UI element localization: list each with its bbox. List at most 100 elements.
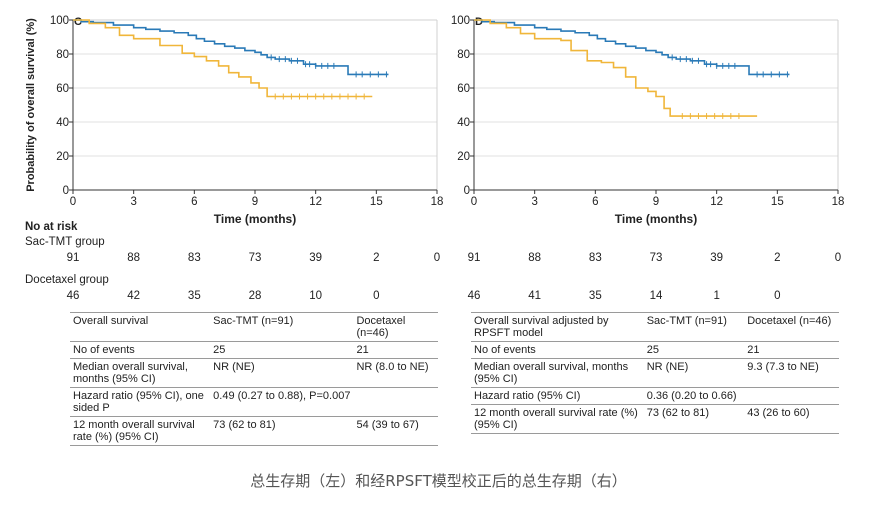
- table-cell: 25: [643, 341, 745, 359]
- y-tick-label: 80: [56, 49, 69, 61]
- table-row: 12 month overall survival rate (%) (95% …: [70, 416, 438, 446]
- table-cell: [353, 387, 438, 417]
- table-row: Hazard ratio (95% CI), one sided P 0.49 (…: [70, 387, 438, 417]
- risk-doc-label: Docetaxel group: [25, 274, 109, 286]
- risk-count: 88: [528, 252, 542, 264]
- survival-curve-sac-tmt: [474, 19, 790, 76]
- table-cell: [744, 387, 839, 405]
- risk-count: 46: [467, 290, 481, 302]
- risk-count: 1: [713, 290, 720, 302]
- risk-count: 42: [127, 290, 141, 302]
- table-cell: Sac-TMT (n=91): [643, 312, 745, 342]
- risk-count: 83: [588, 252, 602, 264]
- risk-count: 46: [66, 290, 80, 302]
- y-tick-label: 40: [56, 117, 69, 129]
- x-tick-label: 0: [70, 196, 76, 208]
- y-tick-label: 60: [457, 83, 470, 95]
- risk-count: 88: [127, 252, 141, 264]
- risk-count: 91: [467, 252, 481, 264]
- table-cell: 21: [353, 341, 438, 359]
- x-tick-label: 3: [130, 196, 136, 208]
- table-cell: NR (NE): [643, 358, 745, 388]
- y-tick-label: 100: [451, 15, 470, 27]
- y-tick-label: 100: [50, 15, 69, 27]
- x-tick-label: 12: [309, 196, 322, 208]
- table-row: Median overall survival, months (95% CI)…: [471, 358, 839, 388]
- table-cell: 12 month overall survival rate (%) (95% …: [70, 416, 211, 446]
- stats-table-right: Overall survival adjusted by RPSFT model…: [471, 312, 839, 434]
- table-cell: Overall survival adjusted by RPSFT model: [471, 312, 644, 342]
- risk-count: 39: [309, 252, 323, 264]
- x-tick-label: 15: [771, 196, 784, 208]
- table-cell: 21: [744, 341, 839, 359]
- x-tick-label: 9: [653, 196, 659, 208]
- x-axis-label: Time (months): [615, 212, 697, 226]
- table-row: No of events 25 21: [70, 341, 438, 359]
- panel-label: C: [74, 16, 82, 28]
- table-cell: Hazard ratio (95% CI): [471, 387, 644, 405]
- stats-table-left: Overall survival Sac-TMT (n=91) Docetaxel …: [70, 312, 438, 446]
- risk-count: 14: [649, 290, 663, 302]
- table-row: Hazard ratio (95% CI) 0.36 (0.20 to 0.66): [471, 387, 839, 405]
- x-tick-label: 3: [531, 196, 537, 208]
- table-cell: No of events: [70, 341, 211, 359]
- y-tick-label: 20: [56, 151, 69, 163]
- table-cell: 0.36 (0.20 to 0.66): [643, 387, 745, 405]
- survival-curve-docetaxel: [474, 19, 758, 117]
- table-cell: 0.49 (0.27 to 0.88), P=0.007: [210, 387, 354, 417]
- risk-count: 35: [187, 290, 201, 302]
- table-header-row: Overall survival Sac-TMT (n=91) Docetaxel …: [70, 312, 438, 342]
- km-charts: 0 3 6 9 12 15 18 0 20 40 60 80 100 C Time (months) Prob…: [25, 15, 845, 226]
- table-cell: 9.3 (7.3 to NE): [744, 358, 839, 388]
- risk-count: 0: [774, 290, 781, 302]
- table-cell: Docetaxel (n=46): [353, 312, 438, 342]
- risk-count: 0: [373, 290, 380, 302]
- table-cell: 73 (62 to 81): [210, 416, 354, 446]
- y-tick-label: 20: [457, 151, 470, 163]
- x-axis-label: Time (months): [214, 212, 296, 226]
- table-cell: 12 month overall survival rate (%) (95% …: [471, 404, 644, 434]
- panel-label: D: [475, 16, 483, 28]
- risk-sac-label: Sac-TMT group: [25, 236, 105, 248]
- table-cell: Median overall survival, months (95% CI): [70, 358, 211, 388]
- y-tick-label: 40: [457, 117, 470, 129]
- table-cell: No of events: [471, 341, 644, 359]
- y-tick-label: 0: [63, 185, 69, 197]
- risk-count: 91: [66, 252, 80, 264]
- risk-count: 0: [834, 252, 842, 264]
- table-row: 12 month overall survival rate (%) (95% …: [471, 404, 839, 434]
- x-tick-label: 18: [431, 196, 444, 208]
- x-tick-label: 6: [592, 196, 598, 208]
- risk-count: 0: [433, 252, 441, 264]
- risk-count: 39: [710, 252, 724, 264]
- table-cell: Overall survival: [70, 312, 211, 342]
- risk-count: 2: [774, 252, 781, 264]
- y-tick-label: 80: [457, 49, 470, 61]
- table-cell: Sac-TMT (n=91): [210, 312, 354, 342]
- x-tick-label: 18: [832, 196, 845, 208]
- x-tick-label: 9: [252, 196, 258, 208]
- table-cell: 43 (26 to 60): [744, 404, 839, 434]
- table-cell: NR (NE): [210, 358, 354, 388]
- table-cell: 25: [210, 341, 354, 359]
- x-tick-label: 0: [471, 196, 477, 208]
- risk-count: 41: [528, 290, 542, 302]
- table-row: Median overall survival, months (95% CI)…: [70, 358, 438, 388]
- table-cell: 73 (62 to 81): [643, 404, 745, 434]
- figure-caption: 总生存期（左）和经RPSFT模型校正后的总生存期（右）: [250, 472, 627, 490]
- risk-count: 83: [187, 252, 201, 264]
- table-cell: NR (8.0 to NE): [353, 358, 438, 388]
- y-axis-label: Probability of overall survival (%): [25, 18, 37, 192]
- x-tick-label: 12: [710, 196, 723, 208]
- survival-curve-docetaxel: [73, 19, 373, 98]
- x-tick-label: 15: [370, 196, 383, 208]
- table-cell: Median overall survival, months (95% CI): [471, 358, 644, 388]
- table-cell: Hazard ratio (95% CI), one sided P: [70, 387, 211, 417]
- table-header-row: Overall survival adjusted by RPSFT model…: [471, 312, 839, 342]
- table-cell: 54 (39 to 67): [353, 416, 438, 446]
- risk-count: 73: [649, 252, 663, 264]
- survival-curve-sac-tmt: [73, 19, 389, 76]
- risk-count: 10: [309, 290, 323, 302]
- table-row: No of events 25 21: [471, 341, 839, 359]
- risk-count: 73: [248, 252, 262, 264]
